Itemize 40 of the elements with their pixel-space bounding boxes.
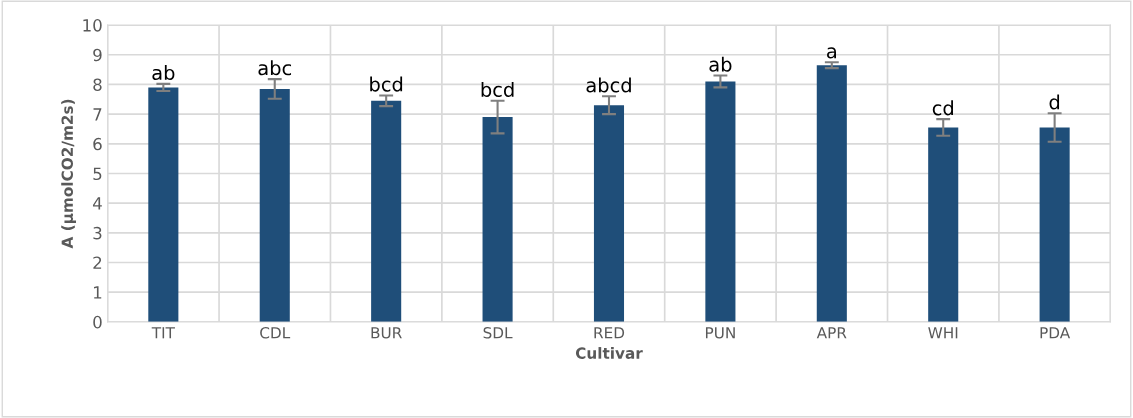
annotation: cd <box>932 100 953 116</box>
x-tick-label: SDL <box>483 326 513 339</box>
annotation: abcd <box>586 77 631 93</box>
y-tick-label: 8 <box>93 78 102 92</box>
y-tick-label: 4 <box>92 197 102 210</box>
y-tick-label: 1 <box>94 286 102 299</box>
annotation: bcd <box>481 81 514 97</box>
x-tick-label: PUN <box>705 327 735 339</box>
y-tick-label: 5 <box>93 167 102 181</box>
bar <box>259 88 290 322</box>
y-axis-title: A (µmolCO2/m2s) <box>61 99 77 249</box>
annotation: ab <box>152 65 175 81</box>
y-tick-label: 0 <box>93 315 102 329</box>
x-tick-label: PDA <box>1040 327 1071 339</box>
annotation: abc <box>258 60 292 76</box>
bar <box>148 87 179 322</box>
annotation: bcd <box>370 76 403 92</box>
x-tick-label: CDL <box>260 326 291 339</box>
y-tick-label: 9 <box>93 48 102 62</box>
bar <box>1039 127 1070 322</box>
annotation: d <box>1049 94 1060 110</box>
y-tick-label: 3 <box>93 226 102 240</box>
bar <box>816 65 847 322</box>
x-axis-title: Cultivar <box>575 347 643 359</box>
bar <box>928 127 959 322</box>
annotation: a <box>827 47 836 59</box>
y-tick-label: 7 <box>93 108 102 121</box>
x-tick-label: WHI <box>928 327 958 339</box>
x-tick-label: RED <box>594 327 625 339</box>
annotation: ab <box>709 56 732 72</box>
y-tick-label: 2 <box>93 256 102 269</box>
bar <box>482 117 513 322</box>
bar <box>371 100 402 322</box>
x-tick-label: TIT <box>151 327 175 339</box>
y-tick-label: 6 <box>93 137 102 151</box>
bar <box>705 81 736 322</box>
x-tick-label: BUR <box>371 327 402 339</box>
bar <box>593 105 625 322</box>
x-tick-label: APR <box>816 327 847 339</box>
y-tick-label: 10 <box>83 19 102 32</box>
